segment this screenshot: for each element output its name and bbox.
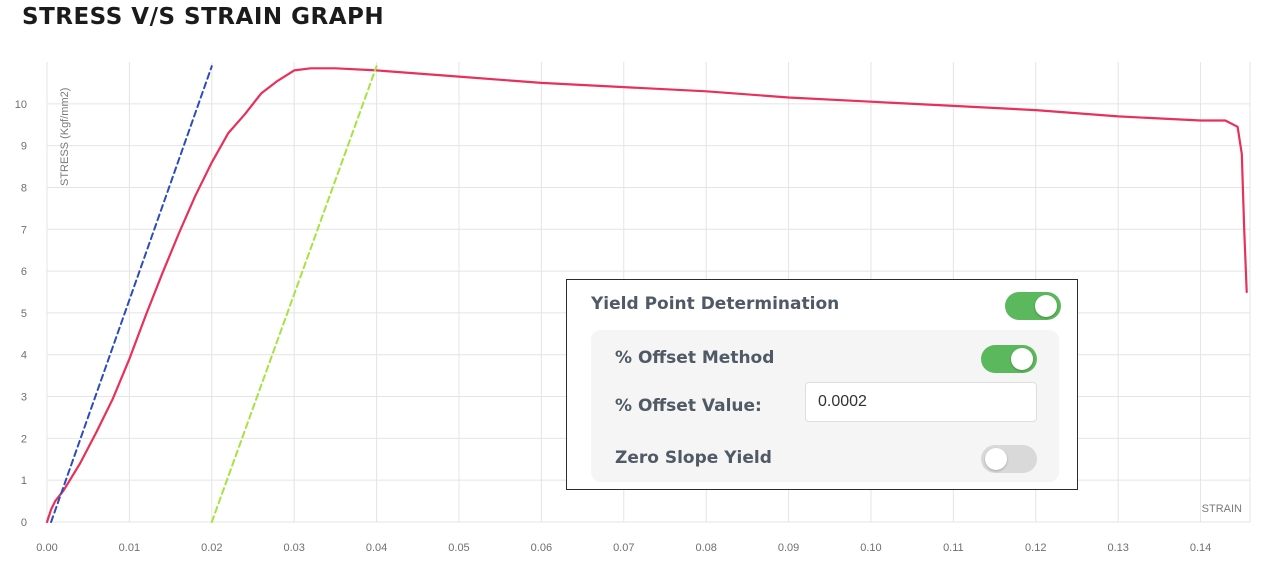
x-tick-label: 0.06	[531, 542, 552, 554]
offset-value-input[interactable]	[805, 382, 1037, 422]
x-tick-label: 0.07	[613, 542, 634, 554]
x-tick-label: 0.02	[201, 542, 222, 554]
x-tick-label: 0.09	[778, 542, 799, 554]
offset-method-toggle[interactable]	[981, 345, 1037, 373]
y-tick-label: 7	[21, 224, 27, 236]
x-tick-label: 0.13	[1107, 542, 1128, 554]
offset-method-label: % Offset Method	[615, 348, 775, 368]
y-tick-label: 8	[21, 182, 27, 194]
x-axis-label: STRAIN	[1202, 503, 1242, 515]
zero-slope-toggle[interactable]	[981, 445, 1037, 473]
toggle-knob	[985, 448, 1007, 470]
page-title: STRESS V/S STRAIN GRAPH	[22, 4, 385, 30]
yield-point-label: Yield Point Determination	[591, 294, 840, 314]
y-tick-label: 6	[21, 266, 27, 278]
offset-value-label: % Offset Value:	[615, 396, 762, 416]
yield-settings-panel: Yield Point Determination % Offset Metho…	[566, 279, 1078, 490]
yield-point-toggle[interactable]	[1005, 292, 1061, 320]
x-tick-label: 0.03	[283, 542, 304, 554]
x-tick-label: 0.05	[448, 542, 469, 554]
x-tick-label: 0.12	[1025, 542, 1046, 554]
y-tick-label: 3	[21, 392, 27, 404]
y-axis-ticks: 0 1 2 3 4 5 6 7 8 9 10	[15, 99, 27, 529]
x-tick-label: 0.00	[36, 542, 57, 554]
toggle-knob	[1035, 295, 1057, 317]
x-tick-label: 0.10	[860, 542, 881, 554]
zero-slope-label: Zero Slope Yield	[615, 448, 772, 468]
series-line-0	[45, 67, 1248, 524]
x-tick-label: 0.11	[943, 542, 964, 554]
series-line-1	[50, 65, 213, 523]
y-tick-label: 4	[21, 350, 27, 362]
x-tick-label: 0.14	[1190, 542, 1211, 554]
y-tick-label: 0	[21, 517, 27, 529]
x-tick-label: 0.04	[366, 542, 387, 554]
toggle-knob	[1011, 348, 1033, 370]
x-tick-label: 0.08	[695, 542, 716, 554]
y-axis-label: STRESS (Kgf/mm2)	[59, 88, 71, 186]
y-tick-label: 1	[21, 475, 27, 487]
x-axis-ticks: 0.00 0.01 0.02 0.03 0.04 0.05 0.06 0.07 0.08 0.09…	[36, 542, 1211, 554]
series-line-2	[210, 65, 378, 523]
chart-series	[45, 65, 1248, 524]
x-tick-label: 0.01	[119, 542, 140, 554]
y-tick-label: 10	[15, 99, 27, 111]
y-tick-label: 5	[21, 308, 27, 320]
y-tick-label: 9	[21, 141, 27, 153]
y-tick-label: 2	[21, 433, 27, 445]
yield-options-group: % Offset Method % Offset Value: Zero Slo…	[591, 330, 1059, 482]
